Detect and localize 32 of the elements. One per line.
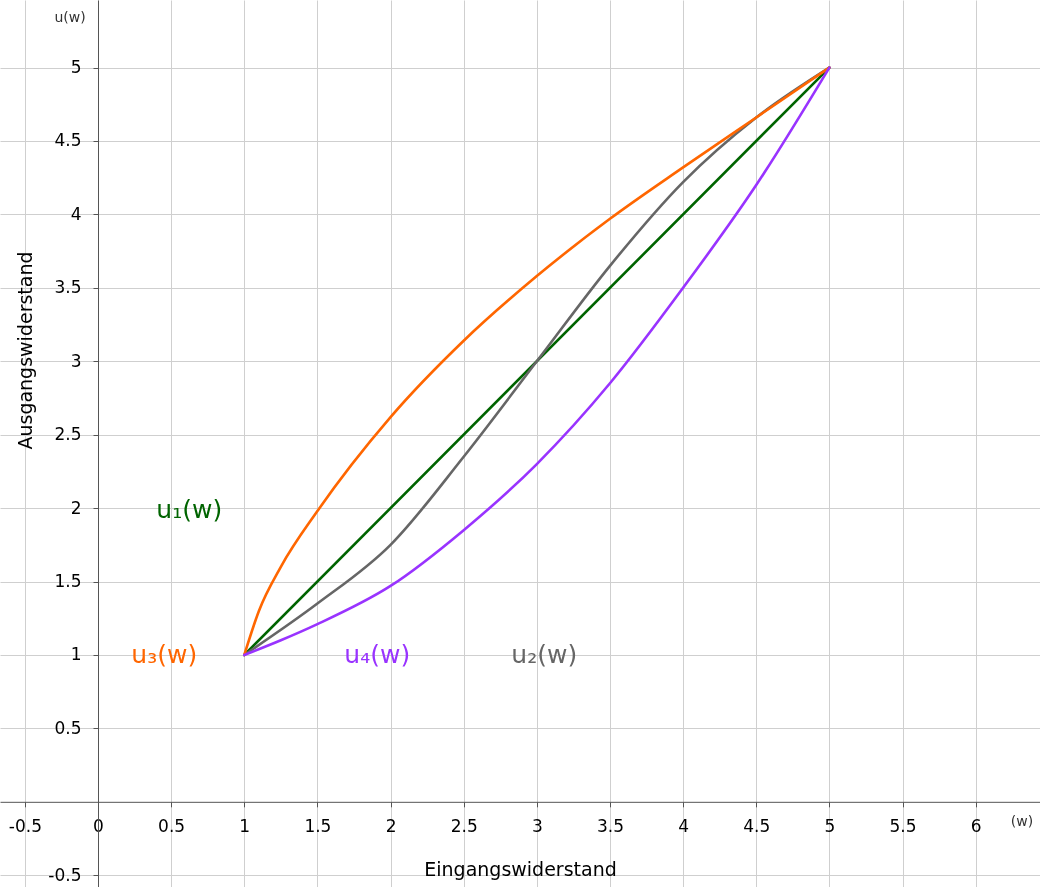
- x-tick-label: 5: [824, 816, 836, 837]
- y-tick-label: 1.5: [54, 571, 82, 592]
- y-tick-label: 2: [70, 497, 82, 518]
- x-tick-label: 3: [531, 816, 543, 837]
- x-tick-label: 0.5: [158, 816, 186, 837]
- x-tick-label: 2: [385, 816, 397, 837]
- x-axis-title: Eingangswiderstand: [424, 858, 617, 881]
- y-tick-label: 1: [70, 644, 82, 665]
- text: u₂(w): [511, 639, 578, 669]
- y-tick-label: 2.5: [54, 424, 82, 445]
- x-tick-label: 6: [970, 816, 982, 837]
- text: u₁(w): [156, 494, 223, 524]
- y-tick-label: 4: [70, 203, 82, 224]
- series-label: u₄(w): [344, 639, 411, 669]
- y-tick-label: 3.5: [54, 277, 82, 298]
- x-tick-label: 4.5: [743, 816, 771, 837]
- annotation: u(w): [54, 9, 86, 25]
- x-tick-label: 1.5: [304, 816, 332, 837]
- y-axis-title: Ausgangswiderstand: [13, 251, 36, 450]
- x-tick-label: 1: [239, 816, 251, 837]
- x-tick-label: 4: [678, 816, 690, 837]
- x-tick-label: 2.5: [450, 816, 478, 837]
- y-tick-label: -0.5: [48, 864, 82, 885]
- y-tick-label: 4.5: [54, 130, 82, 151]
- annotation: (w): [1010, 812, 1034, 829]
- x-tick-label: 3.5: [596, 816, 624, 837]
- y-tick-label: 5: [70, 57, 82, 78]
- x-tick-label: -0.5: [8, 816, 42, 837]
- y-tick-label: 3: [70, 350, 82, 371]
- y-tick-label: 0.5: [54, 717, 82, 738]
- series-label: u₃(w): [131, 639, 198, 669]
- x-tick-label: 5.5: [889, 816, 917, 837]
